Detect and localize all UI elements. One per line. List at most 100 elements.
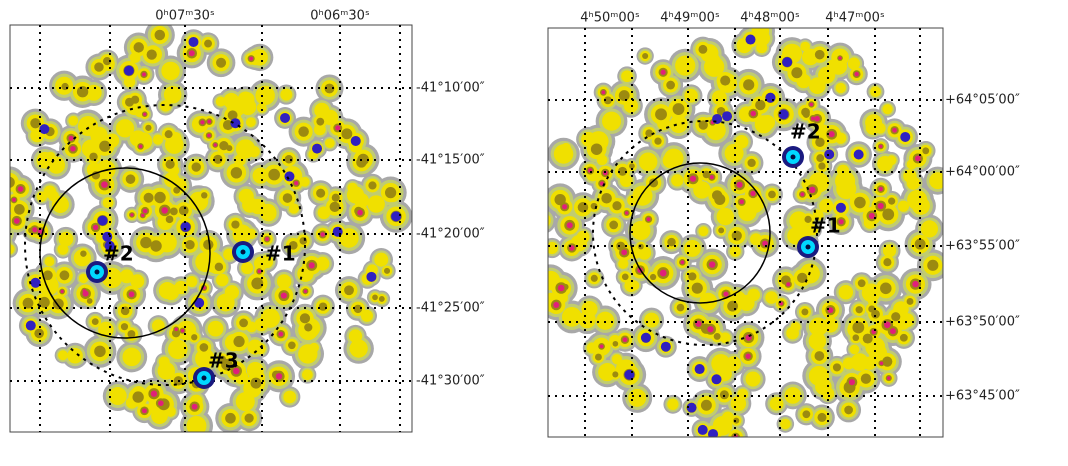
blob (711, 354, 731, 374)
blob (180, 328, 185, 333)
blob (158, 356, 170, 368)
region-circle-dashed (24, 104, 306, 386)
blob (141, 213, 145, 218)
blob (308, 262, 315, 269)
blob (163, 172, 180, 188)
blob (731, 230, 742, 241)
blob (797, 272, 808, 284)
blob (755, 99, 766, 111)
blob (816, 154, 825, 163)
blob (729, 245, 741, 258)
blob (712, 113, 723, 124)
blob (645, 129, 653, 137)
blob (880, 282, 892, 295)
blob (718, 227, 725, 234)
blob (631, 220, 651, 241)
blob (649, 178, 659, 188)
blob (233, 335, 245, 348)
blob (817, 412, 827, 422)
blob (226, 145, 233, 152)
blob (159, 100, 172, 112)
blob (824, 149, 835, 160)
blob (629, 163, 635, 170)
blob (186, 415, 207, 432)
blob (164, 130, 173, 139)
blob (251, 49, 268, 66)
blob (244, 413, 254, 423)
blob (711, 374, 722, 385)
blob (108, 387, 127, 406)
ra-label: 4ʰ50ᵐ00ˢ (580, 11, 640, 26)
blob (590, 143, 603, 155)
blob (929, 172, 943, 190)
blob (900, 131, 911, 142)
blob (762, 240, 768, 247)
blob (765, 291, 778, 304)
blob (324, 138, 335, 149)
source-label: #2 (103, 242, 134, 266)
blob (225, 412, 236, 424)
blob (302, 369, 313, 381)
blob (862, 356, 877, 370)
blob (185, 240, 195, 250)
blob (852, 334, 860, 342)
blob (163, 85, 182, 104)
blob (207, 320, 224, 337)
blob (282, 193, 293, 203)
blob (655, 108, 667, 121)
blob (713, 332, 721, 340)
blob (278, 331, 284, 337)
blob (911, 196, 930, 215)
blob (889, 328, 896, 335)
blob (194, 297, 205, 308)
blob (675, 55, 696, 76)
ra-label: 0ʰ06ᵐ30ˢ (310, 9, 370, 24)
blob (857, 279, 866, 288)
ra-label: 4ʰ47ᵐ00ˢ (825, 11, 885, 26)
blob (30, 277, 41, 288)
blob (82, 289, 87, 293)
blob (268, 168, 280, 181)
blob (341, 128, 353, 140)
blob (199, 343, 209, 352)
blob (332, 226, 343, 237)
blob (818, 162, 826, 170)
blob (801, 107, 810, 117)
blob (672, 103, 685, 115)
blob (250, 377, 262, 389)
blob (156, 232, 177, 253)
blob (860, 373, 872, 384)
ra-label: 4ʰ49ᵐ00ˢ (660, 11, 720, 26)
blob (368, 181, 377, 190)
blob (624, 211, 629, 215)
blob (736, 181, 743, 188)
blob (612, 340, 619, 347)
blob (621, 273, 629, 281)
blob (698, 120, 708, 130)
blob (191, 162, 201, 172)
blob (59, 270, 70, 281)
blob (255, 85, 275, 106)
blob (765, 92, 776, 103)
blob (317, 206, 331, 220)
blob (366, 271, 377, 282)
blob (14, 204, 25, 215)
blob (621, 249, 628, 256)
blob (724, 143, 744, 163)
frame (547, 27, 944, 438)
blob (299, 313, 311, 324)
blob (660, 69, 666, 75)
blob (786, 282, 791, 287)
blob (256, 102, 267, 113)
blob (814, 115, 820, 122)
blob (760, 114, 776, 130)
blob (219, 141, 229, 151)
blob (294, 181, 299, 186)
source-label: #3 (208, 349, 239, 373)
blob (789, 211, 809, 231)
blob (180, 221, 191, 232)
blob (260, 308, 280, 328)
dec-label: -41°20′00″ (416, 227, 485, 242)
blob (213, 143, 217, 147)
